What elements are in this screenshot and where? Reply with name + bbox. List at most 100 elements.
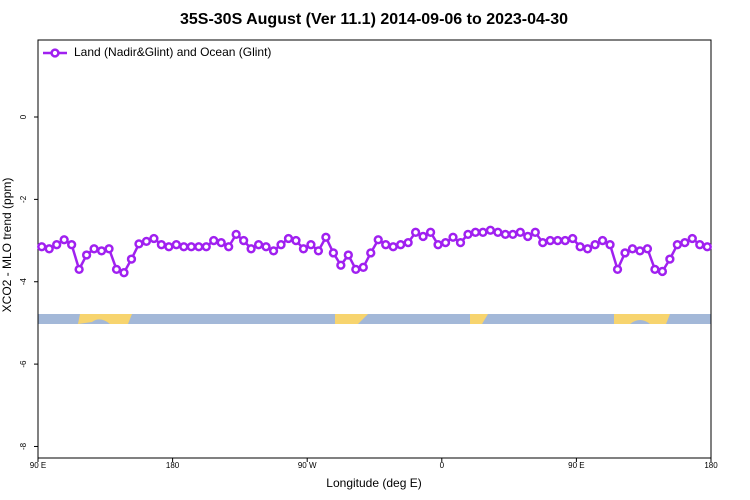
data-point — [224, 242, 234, 252]
data-point — [52, 240, 62, 250]
land-patch — [470, 314, 488, 324]
x-tick-label: 90 W — [298, 461, 317, 470]
data-point — [238, 235, 249, 246]
data-point — [96, 246, 107, 256]
data-point — [493, 227, 503, 237]
data-point — [186, 242, 196, 252]
data-point — [231, 229, 241, 240]
data-point — [67, 240, 77, 250]
data-point — [410, 227, 421, 237]
data-point — [650, 264, 660, 275]
data-point — [171, 240, 181, 250]
y-tick-label: -2 — [19, 195, 28, 203]
data-point — [201, 242, 211, 252]
data-point — [470, 227, 481, 237]
data-point — [373, 235, 383, 245]
land-patch — [335, 314, 368, 324]
data-point — [455, 237, 466, 248]
data-point — [149, 233, 159, 244]
data-point — [156, 240, 167, 250]
data-point — [253, 240, 264, 250]
y-tick-label: 0 — [19, 114, 28, 119]
data-point — [702, 242, 712, 252]
data-point — [538, 237, 548, 248]
data-point — [403, 237, 413, 248]
data-point — [194, 242, 204, 252]
data-point — [59, 235, 69, 245]
data-point — [261, 242, 271, 252]
land-patch — [78, 314, 132, 324]
x-tick-label: 90 E — [30, 461, 46, 470]
data-point — [500, 229, 511, 240]
ocean-band — [38, 314, 711, 324]
data-point — [508, 229, 518, 240]
y-tick-label: -4 — [19, 278, 28, 286]
data-point — [530, 227, 540, 237]
data-point — [642, 244, 653, 254]
data-point — [553, 235, 563, 246]
data-point — [687, 233, 697, 244]
data-point — [268, 246, 279, 256]
data-point — [388, 242, 398, 252]
y-tick-label: -8 — [19, 442, 28, 450]
x-tick-label: 0 — [440, 461, 445, 470]
data-point — [366, 248, 376, 258]
data-point — [358, 262, 368, 272]
data-point — [635, 246, 645, 256]
data-point — [440, 237, 451, 248]
data-point — [620, 248, 630, 258]
data-point — [478, 227, 488, 237]
data-point — [418, 231, 428, 242]
legend-label: Land (Nadir&Glint) and Ocean (Glint) — [74, 45, 271, 59]
data-point — [560, 235, 570, 246]
data-point — [657, 266, 668, 277]
data-point — [590, 240, 600, 250]
data-point — [568, 233, 578, 244]
x-tick-label: 180 — [704, 461, 718, 470]
data-point — [336, 260, 346, 270]
y-tick-label: -6 — [19, 360, 28, 368]
x-axis-label: Longitude (deg E) — [326, 476, 421, 490]
legend-marker — [50, 48, 60, 58]
data-point — [164, 242, 174, 252]
data-point — [134, 239, 144, 249]
data-point — [291, 235, 301, 246]
data-point — [216, 237, 226, 248]
data-point — [381, 240, 391, 250]
data-point — [179, 242, 189, 252]
data-point — [396, 240, 406, 250]
data-point — [209, 235, 219, 246]
data-point — [680, 237, 690, 248]
data-point — [695, 240, 705, 250]
data-point — [627, 244, 638, 254]
data-point — [605, 240, 615, 250]
data-point — [74, 264, 84, 275]
data-point — [575, 242, 585, 252]
data-point — [343, 250, 353, 260]
land-ocean-strip — [38, 314, 711, 324]
data-point — [448, 232, 458, 242]
x-tick-label: 90 E — [568, 461, 584, 470]
data-point — [283, 233, 294, 244]
data-point — [665, 254, 675, 264]
data-point — [306, 240, 316, 250]
land-patch — [614, 314, 670, 324]
data-point — [425, 227, 436, 237]
data-point — [246, 244, 256, 254]
data-point — [126, 254, 137, 264]
data-point — [119, 268, 129, 278]
data-point — [612, 264, 623, 275]
data-point — [141, 236, 152, 247]
data-point — [433, 240, 443, 250]
data-point — [104, 244, 114, 254]
data-point — [463, 229, 473, 240]
data-point — [582, 244, 593, 254]
data-point — [298, 244, 309, 254]
data-point — [81, 250, 92, 260]
data-point — [351, 264, 361, 275]
data-point — [313, 246, 324, 256]
data-point — [37, 242, 47, 252]
data-point — [485, 225, 496, 235]
data-point — [44, 244, 54, 254]
data-point — [545, 235, 555, 246]
